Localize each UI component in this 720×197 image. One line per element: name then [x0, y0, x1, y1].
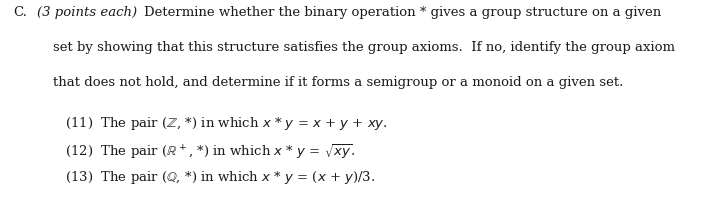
Text: (11)  The pair ($\mathbb{Z}$, *) in which $x$ * $y$ = $x$ + $y$ + $xy$.: (11) The pair ($\mathbb{Z}$, *) in which…: [65, 115, 387, 132]
Text: C.: C.: [13, 6, 27, 19]
Text: (13)  The pair ($\mathbb{Q}$, *) in which $x$ * $y$ = ($x$ + $y$)/3.: (13) The pair ($\mathbb{Q}$, *) in which…: [65, 169, 375, 186]
Text: Determine whether the binary operation * gives a group structure on a given: Determine whether the binary operation *…: [144, 6, 661, 19]
Text: (14)  The pair ($\mathbb{R}$ $\times$ $\mathbb{R}$, *) in which ($w$, $x$) * ($y: (14) The pair ($\mathbb{R}$ $\times$ $\m…: [65, 196, 487, 197]
Text: (3 points each): (3 points each): [37, 6, 138, 19]
Text: that does not hold, and determine if it forms a semigroup or a monoid on a given: that does not hold, and determine if it …: [53, 76, 623, 89]
Text: set by showing that this structure satisfies the group axioms.  If no, identify : set by showing that this structure satis…: [53, 41, 675, 54]
Text: (12)  The pair ($\mathbb{R}^+$, *) in which $x$ * $y$ = $\sqrt{xy}$.: (12) The pair ($\mathbb{R}^+$, *) in whi…: [65, 142, 356, 161]
